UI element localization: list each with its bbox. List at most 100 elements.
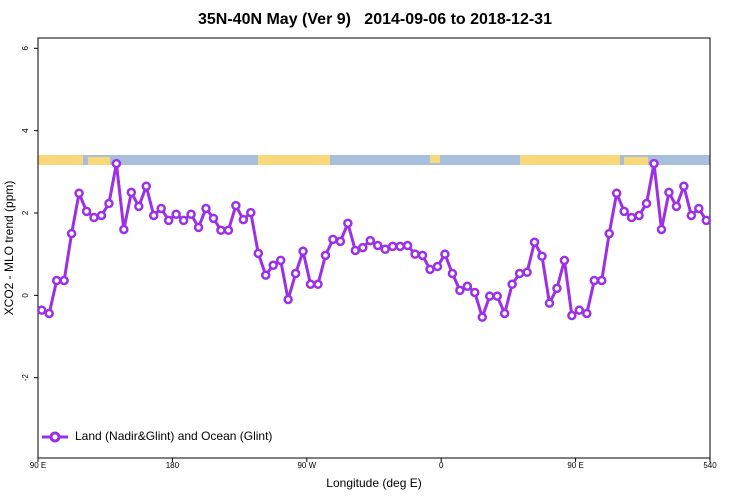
legend-marker	[49, 431, 61, 443]
point	[664, 187, 674, 198]
point	[365, 235, 376, 246]
point	[104, 198, 114, 209]
y-tick-label: -2	[21, 374, 30, 382]
ocean-strip	[38, 155, 710, 165]
x-tick-label: 90 E	[567, 461, 583, 470]
legend: Land (Nadir&Glint) and Ocean (Glint)	[42, 429, 272, 443]
point	[141, 181, 152, 191]
point	[604, 228, 614, 239]
legend-label: Land (Nadir&Glint) and Ocean (Glint)	[75, 429, 272, 443]
point	[343, 218, 353, 229]
point	[223, 225, 234, 236]
point	[335, 236, 346, 247]
point	[193, 222, 204, 233]
point	[484, 291, 495, 301]
land-strip	[520, 155, 620, 165]
point	[589, 275, 600, 286]
point	[417, 250, 428, 261]
point	[611, 188, 622, 198]
point	[641, 198, 652, 209]
land-strip	[258, 155, 330, 165]
point	[260, 270, 271, 280]
point	[470, 287, 480, 298]
point	[626, 212, 637, 223]
point	[290, 268, 301, 279]
point	[380, 244, 390, 254]
point	[477, 312, 488, 322]
y-tick-label: 6	[21, 46, 30, 51]
point	[522, 267, 532, 278]
point	[275, 255, 286, 266]
point	[582, 308, 592, 319]
point	[656, 224, 667, 235]
point	[89, 212, 99, 223]
point	[567, 310, 577, 321]
point	[544, 298, 555, 308]
land-strip	[624, 157, 648, 165]
point	[649, 158, 659, 169]
point	[574, 305, 585, 315]
chart-title: 35N-40N May (Ver 9) 2014-09-06 to 2018-1…	[198, 11, 552, 28]
land-strip	[88, 157, 110, 165]
land-strip	[430, 155, 440, 163]
point	[395, 241, 405, 252]
point	[231, 200, 241, 211]
y-axis-label: XCO2 - MLO trend (ppm)	[2, 181, 16, 316]
point	[679, 181, 689, 191]
point	[537, 251, 547, 261]
point	[455, 285, 465, 296]
point	[246, 207, 256, 218]
point	[514, 268, 525, 279]
point	[447, 268, 458, 279]
x-tick-label: 540	[703, 461, 717, 470]
point	[372, 240, 383, 251]
surface-strip	[38, 155, 710, 165]
point	[440, 249, 450, 259]
point	[253, 248, 264, 259]
point	[694, 203, 704, 214]
point	[559, 255, 570, 266]
point	[126, 187, 137, 198]
point	[529, 237, 540, 247]
point	[208, 213, 219, 224]
x-tick-label: 180	[166, 461, 180, 470]
point	[298, 246, 308, 257]
point	[350, 245, 361, 256]
point	[320, 250, 331, 261]
point	[305, 279, 316, 289]
point	[313, 279, 323, 289]
point	[156, 203, 166, 214]
point	[216, 225, 226, 236]
land-strip	[38, 155, 83, 165]
x-axis-label: Longitude (deg E)	[326, 476, 421, 490]
point	[186, 209, 196, 219]
point	[163, 215, 174, 226]
point	[36, 305, 47, 315]
point	[59, 275, 69, 286]
point	[66, 228, 77, 239]
point	[51, 275, 62, 286]
x-tick-label: 90 W	[297, 461, 316, 470]
point	[81, 206, 92, 217]
point	[552, 283, 562, 294]
point	[96, 210, 107, 221]
point	[507, 279, 517, 289]
plot-frame	[37, 37, 711, 459]
point	[171, 209, 181, 219]
x-tick-label: 90 E	[30, 461, 46, 470]
point	[148, 210, 159, 221]
point	[492, 291, 502, 301]
point	[178, 215, 189, 226]
point	[74, 188, 84, 198]
y-tick-label: 4	[21, 128, 30, 133]
point	[402, 240, 413, 251]
x-tick-label: 0	[439, 461, 444, 470]
point	[671, 201, 682, 212]
point	[410, 249, 420, 259]
point	[634, 210, 644, 221]
point	[134, 201, 144, 212]
point	[238, 214, 249, 225]
point	[328, 234, 338, 245]
y-tick-label: 2	[21, 210, 30, 215]
